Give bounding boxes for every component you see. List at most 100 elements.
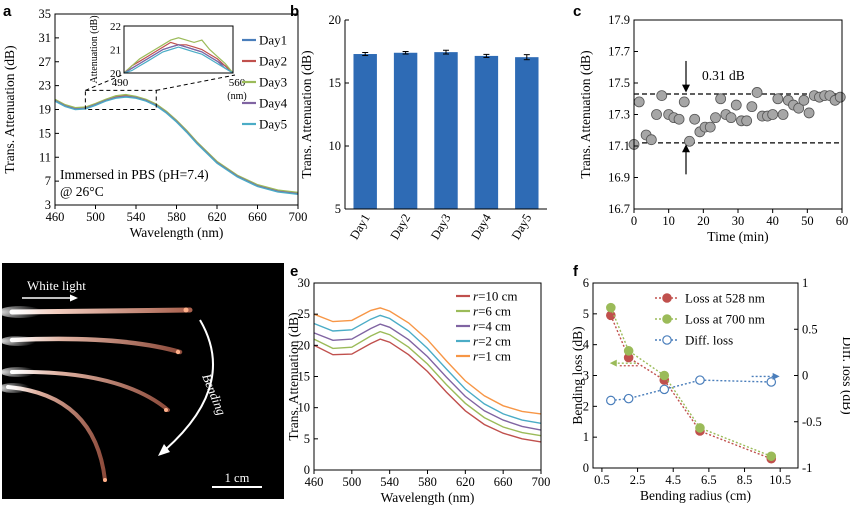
light-glow (0, 306, 42, 318)
x-tick-label: 540 (127, 210, 146, 224)
legend-label: Day2 (259, 54, 287, 69)
fiber-tip (164, 408, 168, 412)
data-point (656, 90, 668, 101)
y-tick-label: 17.1 (608, 139, 630, 153)
y-tick-label: 3 (45, 198, 51, 212)
fiber-bend-1 (9, 336, 183, 355)
y-tick-label: 23 (39, 79, 52, 93)
data-point (793, 102, 805, 114)
photo-d: White light Bending 1 cm (0, 263, 284, 499)
axis-arrowhead-right (772, 372, 780, 380)
x-tick-label: 460 (46, 210, 65, 224)
x-tick-label: 460 (305, 475, 324, 489)
annotation-line: @ 26°C (60, 184, 104, 199)
panel-letter-a: a (3, 3, 12, 20)
light-glow (0, 383, 30, 393)
y-tick-label: 10 (329, 139, 342, 153)
data-point (834, 91, 846, 103)
data-point (767, 109, 779, 120)
y-tick-label: 10 (298, 401, 311, 415)
y2-tick-label: -1 (802, 461, 812, 475)
y-tick-label: 17.5 (608, 76, 630, 90)
bar-Day4 (474, 55, 499, 209)
y-tick-label: 27 (39, 55, 52, 69)
data-point (715, 93, 727, 105)
data-point (766, 451, 777, 462)
bar-Day2 (393, 52, 418, 210)
chart-a: 460 500 540 580 620 660 700 3 7 11 15 19 23 27 31 35 Wav… (2, 7, 307, 240)
y-tick-label: 17.3 (608, 108, 630, 122)
photo-background (2, 263, 284, 499)
y-tick-label: 17.7 (608, 45, 630, 59)
data-point (651, 109, 662, 120)
inset-y-tick-label: 22 (110, 21, 121, 33)
x-tick-label: 580 (167, 210, 186, 224)
bar-Day1 (353, 54, 377, 209)
inset-y-tick-label: 21 (110, 45, 121, 57)
data-point (689, 113, 701, 125)
fiber-bend-2 (10, 369, 170, 412)
scale-bar-label: 1 cm (225, 471, 250, 485)
range-arrowhead-bottom (682, 144, 690, 153)
inset-y-axis-label: Attenuation (dB) (89, 15, 100, 83)
data-point (710, 112, 721, 124)
data-point (659, 384, 670, 395)
y-tick-label: 3 (583, 369, 589, 383)
legend-marker (662, 335, 672, 345)
data-point (645, 134, 657, 146)
data-point (678, 96, 690, 108)
y-axis-label: Trans. Attenuation (dB) (299, 50, 314, 178)
y-tick-label: 15 (329, 76, 342, 90)
zoom-box (84, 89, 157, 111)
y-axis-label: Trans. Attenuation (dB) (2, 45, 17, 173)
legend-label: r=4 cm (473, 319, 511, 334)
x-tick-label: 540 (380, 475, 399, 489)
panel-letter-e: e (290, 263, 298, 280)
data-point (766, 377, 777, 387)
x-tick-label: 20 (697, 214, 710, 228)
legend-label: Day5 (259, 117, 287, 132)
x-tick-label: 620 (208, 210, 227, 224)
x-tick-label: 10 (662, 214, 675, 228)
series-line-2 (610, 379, 772, 402)
x-tick-label: 6.5 (701, 473, 717, 487)
inset-background (124, 26, 233, 73)
fiber-tip (183, 307, 189, 313)
x-tick-label: 660 (248, 210, 267, 224)
x-tick-label: 620 (456, 475, 475, 489)
x-tick-label: Day5 (509, 212, 535, 242)
panel-letter-c: c (573, 3, 581, 20)
data-point (741, 115, 753, 127)
fiber-tip (103, 478, 107, 482)
y2-axis-label: Diff. loss (dB) (840, 336, 850, 414)
legend-label: r=2 cm (473, 334, 511, 349)
bar-Day5 (515, 57, 539, 209)
range-arrowhead-top (682, 84, 690, 93)
white-light-arrowhead (70, 294, 78, 302)
x-tick-label: 700 (532, 475, 551, 489)
x-tick-label: 0.5 (594, 473, 610, 487)
y-tick-label: 5 (335, 202, 341, 216)
annotation-line: Immersed in PBS (pH=7.4) (60, 167, 209, 182)
x-axis-label: Bending radius (cm) (640, 488, 751, 503)
inset-series-line-Day4 (123, 44, 234, 74)
y2-tick-label: 0.5 (802, 322, 818, 336)
data-point (623, 393, 634, 404)
data-point (659, 370, 670, 381)
y-tick-label: 4 (583, 338, 590, 352)
data-point (798, 94, 810, 106)
legend-label: Day4 (259, 96, 288, 111)
y-tick-label: 1 (583, 430, 589, 444)
data-point (803, 107, 815, 119)
x-tick-label: 700 (289, 210, 308, 224)
series-line-r4cm (313, 323, 542, 431)
y-tick-label: 19 (39, 103, 52, 117)
x-tick-label: 40 (766, 214, 779, 228)
legend-label: Loss at 700 nm (685, 312, 765, 327)
y-tick-label: 2 (583, 399, 589, 413)
light-glow (0, 367, 36, 377)
y2-tick-label: -0.5 (802, 415, 822, 429)
data-point (751, 87, 763, 98)
y-tick-label: 25 (298, 307, 311, 321)
